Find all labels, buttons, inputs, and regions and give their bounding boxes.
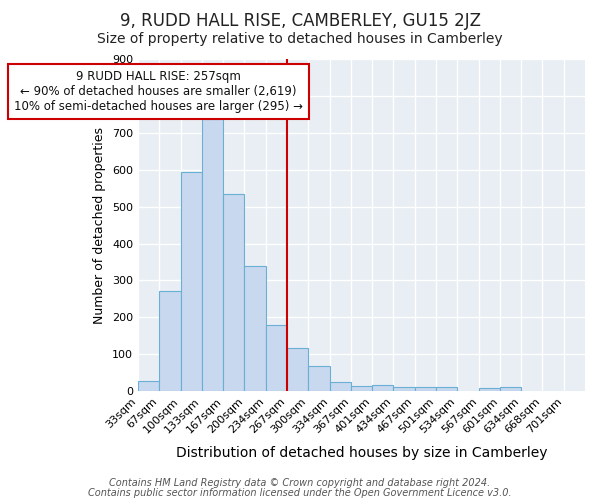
- Bar: [329, 382, 351, 391]
- Bar: [138, 381, 160, 391]
- Bar: [266, 326, 287, 391]
- Text: Size of property relative to detached houses in Camberley: Size of property relative to detached ho…: [97, 32, 503, 46]
- Text: Contains HM Land Registry data © Crown copyright and database right 2024.: Contains HM Land Registry data © Crown c…: [109, 478, 491, 488]
- Text: 9 RUDD HALL RISE: 257sqm
← 90% of detached houses are smaller (2,619)
10% of sem: 9 RUDD HALL RISE: 257sqm ← 90% of detach…: [14, 70, 303, 113]
- Bar: [160, 292, 181, 391]
- Bar: [479, 388, 500, 391]
- Text: Contains public sector information licensed under the Open Government Licence v3: Contains public sector information licen…: [88, 488, 512, 498]
- X-axis label: Distribution of detached houses by size in Camberley: Distribution of detached houses by size …: [176, 446, 547, 460]
- Bar: [287, 348, 308, 391]
- Bar: [372, 385, 394, 391]
- Bar: [308, 366, 329, 391]
- Bar: [223, 194, 244, 391]
- Bar: [351, 386, 372, 391]
- Bar: [500, 388, 521, 391]
- Bar: [436, 387, 457, 391]
- Bar: [394, 386, 415, 391]
- Y-axis label: Number of detached properties: Number of detached properties: [94, 126, 106, 324]
- Bar: [244, 266, 266, 391]
- Text: 9, RUDD HALL RISE, CAMBERLEY, GU15 2JZ: 9, RUDD HALL RISE, CAMBERLEY, GU15 2JZ: [119, 12, 481, 30]
- Bar: [415, 387, 436, 391]
- Bar: [181, 172, 202, 391]
- Bar: [202, 119, 223, 391]
